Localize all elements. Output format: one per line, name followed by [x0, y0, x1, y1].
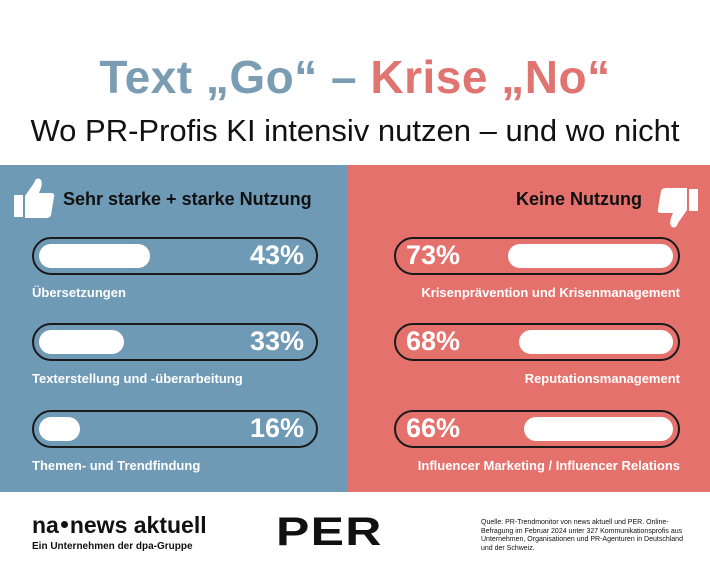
bar-category-label: Texterstellung und -überarbeitung: [32, 371, 243, 386]
news-aktuell-logo: na news aktuell: [32, 512, 207, 539]
logo-na-text: na: [32, 512, 59, 538]
bar-category-label: Reputationsmanagement: [524, 371, 680, 386]
bar-fill: [508, 244, 673, 268]
bar-fill: [39, 417, 81, 441]
bar-fill: [39, 244, 151, 268]
bar-value-label: 16%: [249, 413, 304, 443]
bar-value-label: 68%: [406, 326, 461, 356]
news-aktuell-tagline: Ein Unternehmen der dpa-Gruppe: [32, 541, 193, 552]
footer: na news aktuell Ein Unternehmen der dpa-G…: [0, 492, 710, 574]
bar-fill: [39, 330, 125, 354]
bar-category-label: Krisenprävention und Krisenmanagement: [421, 285, 680, 300]
no-usage-panel: Keine Nutzung 73% Krisenprävention und Kr…: [348, 165, 710, 492]
bar-fill: [519, 330, 673, 354]
bar-track: 68%: [394, 323, 680, 361]
bar-category-label: Influencer Marketing / Influencer Relati…: [417, 458, 680, 473]
usage-panel: Sehr starke + starke Nutzung 43% Übersetz…: [0, 165, 348, 492]
thumbs-down-icon: [657, 188, 698, 228]
bar-category-label: Übersetzungen: [32, 285, 126, 300]
title-dash: –: [317, 51, 371, 103]
bar-fill: [524, 417, 673, 441]
thumbs-up-icon: [14, 178, 55, 218]
bar-track: 43%: [32, 237, 318, 275]
bar-value-label: 66%: [406, 413, 461, 443]
title-part-go: Text „Go“: [99, 51, 318, 103]
bar-value-label: 43%: [249, 240, 304, 270]
no-usage-panel-title: Keine Nutzung: [516, 189, 642, 209]
page-subtitle: Wo PR-Profis KI intensiv nutzen – und wo…: [30, 113, 680, 148]
bar-track: 66%: [394, 410, 680, 448]
logo-news-text: news aktuell: [69, 512, 207, 538]
bar-value-label: 73%: [406, 240, 461, 270]
header: Text „Go“ – Krise „No“ Wo PR-Profis KI i…: [0, 0, 710, 165]
page-title: Text „Go“ – Krise „No“: [0, 50, 710, 104]
bar-track: 73%: [394, 237, 680, 275]
bar-track: 33%: [32, 323, 318, 361]
bar-value-label: 33%: [249, 326, 304, 356]
bar-track: 16%: [32, 410, 318, 448]
source-note: Quelle: PR-Trendmonitor von news aktuell…: [481, 519, 683, 552]
title-part-no: Krise „No“: [370, 51, 611, 103]
per-logo: PER: [276, 510, 383, 554]
usage-panel-title: Sehr starke + starke Nutzung: [63, 189, 312, 209]
bar-category-label: Themen- und Trendfindung: [32, 458, 201, 473]
logo-dot: [60, 521, 68, 529]
